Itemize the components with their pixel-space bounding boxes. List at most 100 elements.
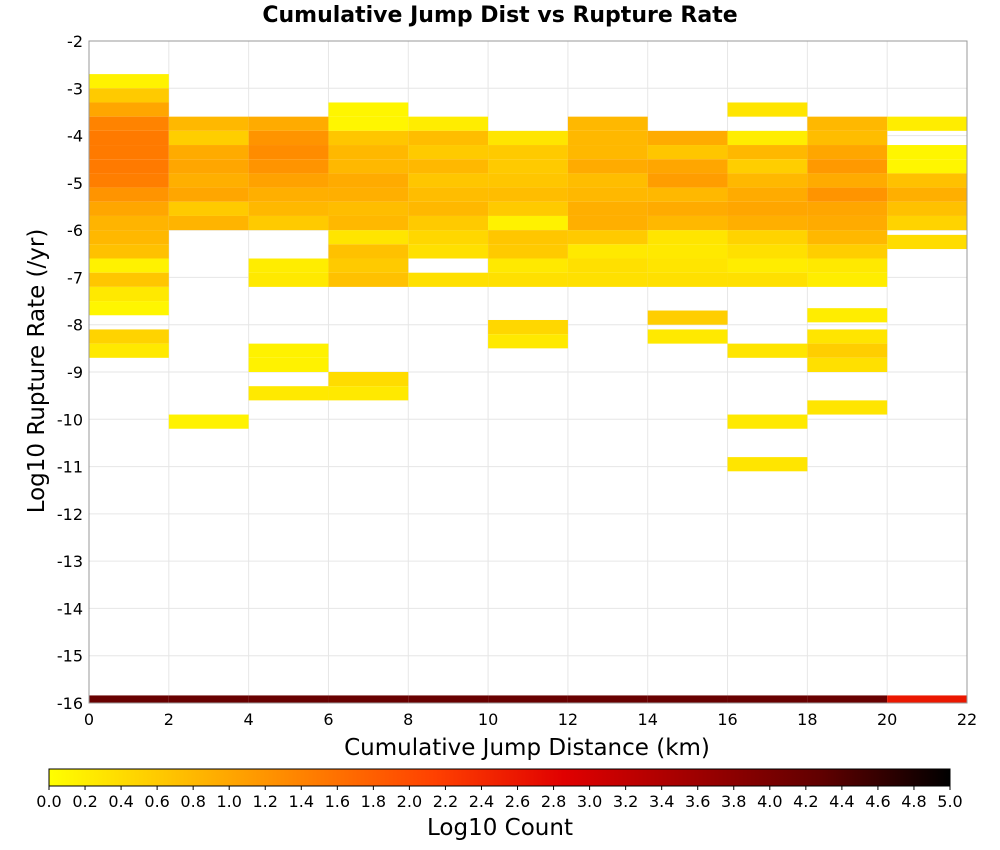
heatmap-cell xyxy=(488,215,568,231)
heatmap-cell xyxy=(168,173,249,188)
colorbar-tick-label: 5.0 xyxy=(937,792,962,811)
heatmap-cell xyxy=(887,187,967,202)
heatmap-cell xyxy=(168,116,249,131)
heatmap-cell xyxy=(727,695,808,703)
heatmap-cell xyxy=(89,201,169,216)
heatmap-cell xyxy=(887,116,967,131)
heatmap-cell xyxy=(727,145,808,160)
heatmap-cell xyxy=(807,145,888,160)
heatmap-cell xyxy=(248,173,329,188)
heatmap-cell xyxy=(727,201,808,216)
heatmap-cell xyxy=(168,187,249,202)
colorbar-tick-label: 2.2 xyxy=(433,792,458,811)
colorbar-tick-label: 3.6 xyxy=(685,792,710,811)
heatmap-cell xyxy=(328,102,409,117)
x-tick-label: 22 xyxy=(957,710,977,729)
heatmap-cell xyxy=(488,173,568,188)
x-tick-label: 12 xyxy=(558,710,578,729)
colorbar-tick-label: 3.2 xyxy=(613,792,638,811)
y-tick-label: -4 xyxy=(67,127,83,146)
heatmap-cell xyxy=(807,400,888,415)
heatmap-cell xyxy=(89,695,169,703)
heatmap-cell xyxy=(807,130,888,146)
y-tick-label: -8 xyxy=(67,316,83,335)
heatmap-cell xyxy=(488,319,568,335)
heatmap-cell xyxy=(567,244,648,259)
heatmap-cell xyxy=(248,343,329,358)
y-axis-ticks: -2 -3 -4 -5 -6 -7 -8 -9 -10 -11 -12 -13 -14 -15 -16 xyxy=(57,32,83,713)
heatmap-cell xyxy=(168,159,249,174)
heatmap-cell xyxy=(408,145,489,160)
colorbar-tick-label: 1.8 xyxy=(361,792,386,811)
heatmap-cell xyxy=(488,159,568,174)
heatmap-cell xyxy=(567,145,648,160)
heatmap-cell xyxy=(887,215,967,231)
heatmap-cells xyxy=(89,74,967,703)
heatmap-cell xyxy=(168,215,249,231)
heatmap-cell xyxy=(807,244,888,259)
heatmap-cell xyxy=(488,187,568,202)
heatmap-cell xyxy=(567,201,648,216)
heatmap-cell xyxy=(887,159,967,174)
heatmap-cell xyxy=(647,201,728,216)
x-tick-label: 0 xyxy=(84,710,94,729)
heatmap-cell xyxy=(328,386,409,401)
colorbar-tick-label: 3.0 xyxy=(577,792,602,811)
heatmap-cell xyxy=(727,102,808,117)
colorbar-tick-label: 1.6 xyxy=(325,792,350,811)
heatmap-cell xyxy=(727,187,808,202)
heatmap-cell xyxy=(887,234,967,250)
heatmap-cell xyxy=(328,187,409,202)
heatmap-cell xyxy=(727,258,808,273)
colorbar-tick-label: 4.2 xyxy=(793,792,818,811)
heatmap-cell xyxy=(248,357,329,372)
heatmap-cell xyxy=(488,244,568,259)
heatmap-cell xyxy=(89,74,169,89)
y-tick-label: -12 xyxy=(57,505,83,524)
heatmap-cell xyxy=(488,145,568,160)
heatmap-cell xyxy=(647,244,728,259)
colorbar-tick-label: 0.4 xyxy=(108,792,133,811)
heatmap-cell xyxy=(727,272,808,287)
colorbar-label: Log10 Count xyxy=(427,815,573,841)
heatmap-cell xyxy=(328,272,409,287)
y-tick-label: -9 xyxy=(67,363,83,382)
heatmap-cell xyxy=(887,173,967,188)
heatmap-cell xyxy=(168,414,249,429)
heatmap-cell xyxy=(647,695,728,703)
heatmap-cell xyxy=(807,116,888,131)
heatmap-cell xyxy=(488,695,568,703)
heatmap-cell xyxy=(89,272,169,287)
y-tick-label: -3 xyxy=(67,79,83,98)
heatmap-cell xyxy=(647,145,728,160)
x-axis-label: Cumulative Jump Distance (km) xyxy=(344,735,710,761)
heatmap-cell xyxy=(727,159,808,174)
heatmap-cell xyxy=(807,272,888,287)
colorbar-tick-label: 0.2 xyxy=(72,792,97,811)
heatmap-cell xyxy=(328,116,409,131)
x-tick-label: 6 xyxy=(323,710,333,729)
colorbar-tick-label: 3.8 xyxy=(721,792,746,811)
heatmap-cell xyxy=(408,230,489,245)
heatmap-cell xyxy=(89,215,169,231)
heatmap-cell xyxy=(168,130,249,146)
heatmap-cell xyxy=(647,130,728,146)
colorbar-tick-label: 1.0 xyxy=(216,792,241,811)
heatmap-cell xyxy=(248,116,329,131)
heatmap-cell xyxy=(89,244,169,259)
heatmap-cell xyxy=(567,258,648,273)
heatmap-cell xyxy=(408,116,489,131)
heatmap-cell xyxy=(248,215,329,231)
heatmap-cell xyxy=(887,201,967,216)
heatmap-cell xyxy=(89,187,169,202)
heatmap-cell xyxy=(488,258,568,273)
heatmap-cell xyxy=(89,258,169,273)
colorbar-tick-label: 2.4 xyxy=(469,792,494,811)
heatmap-cell xyxy=(647,258,728,273)
heatmap-cell xyxy=(89,130,169,146)
y-axis-label: Log10 Rupture Rate (/yr) xyxy=(24,229,50,514)
heatmap-cell xyxy=(89,145,169,160)
heatmap-cell xyxy=(488,230,568,245)
heatmap-cell xyxy=(328,258,409,273)
y-tick-label: -5 xyxy=(67,174,83,193)
